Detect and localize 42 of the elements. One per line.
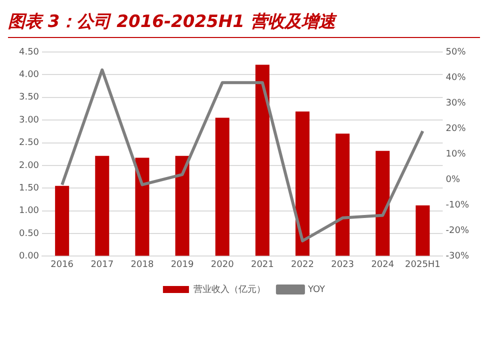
y2-tick-label: 20%	[446, 124, 466, 134]
x-tick-label: 2023	[331, 260, 354, 270]
bar	[135, 158, 150, 256]
x-tick-label: 2018	[130, 260, 154, 270]
y-tick-label: 3.00	[18, 115, 40, 126]
y2-tick-label: 40%	[446, 72, 466, 83]
x-tick-label: 2020	[210, 260, 234, 270]
y2-tick-label: 0%	[446, 174, 460, 185]
bar	[255, 64, 270, 256]
y2-tick-label: -30%	[446, 252, 470, 262]
x-tick-label: 2019	[170, 260, 194, 270]
y-tick-label: 4.50	[18, 47, 40, 58]
y-tick-label: 4.00	[18, 70, 40, 80]
y-tick-label: 1.50	[18, 183, 40, 194]
bar	[295, 111, 310, 256]
bar	[175, 156, 190, 256]
x-tick-label: 2022	[291, 260, 314, 270]
x-tick-label: 2024	[371, 260, 394, 270]
x-tick-label: 2025H1	[405, 260, 440, 270]
y-tick-label: 3.50	[18, 92, 40, 103]
x-tick-label: 2017	[90, 260, 114, 270]
bar	[376, 150, 390, 256]
bar	[416, 205, 430, 256]
x-tick-label: 2016	[50, 260, 74, 270]
y-tick-label: 0.00	[18, 252, 40, 262]
x-tick-label: 2021	[250, 260, 274, 270]
y-tick-label: 2.50	[18, 138, 40, 148]
y2-tick-label: 30%	[446, 98, 466, 108]
legend-label: YOY	[306, 284, 326, 295]
y2-tick-label: 10%	[446, 149, 466, 160]
y-tick-label: 0.50	[18, 228, 40, 239]
bar	[336, 134, 350, 256]
y2-tick-label: 50%	[446, 47, 466, 58]
y-tick-label: 2.00	[18, 160, 40, 171]
y-tick-label: 1.00	[18, 206, 40, 216]
bar	[215, 118, 230, 256]
bar	[55, 186, 70, 256]
legend-label: 营业收入（亿元）	[193, 284, 266, 295]
y2-tick-label: -20%	[446, 226, 470, 236]
y2-tick-label: -10%	[446, 200, 470, 210]
bar	[95, 156, 110, 256]
chart-title: 图表 3：公司 2016-2025H1 营收及增速	[8, 8, 480, 38]
